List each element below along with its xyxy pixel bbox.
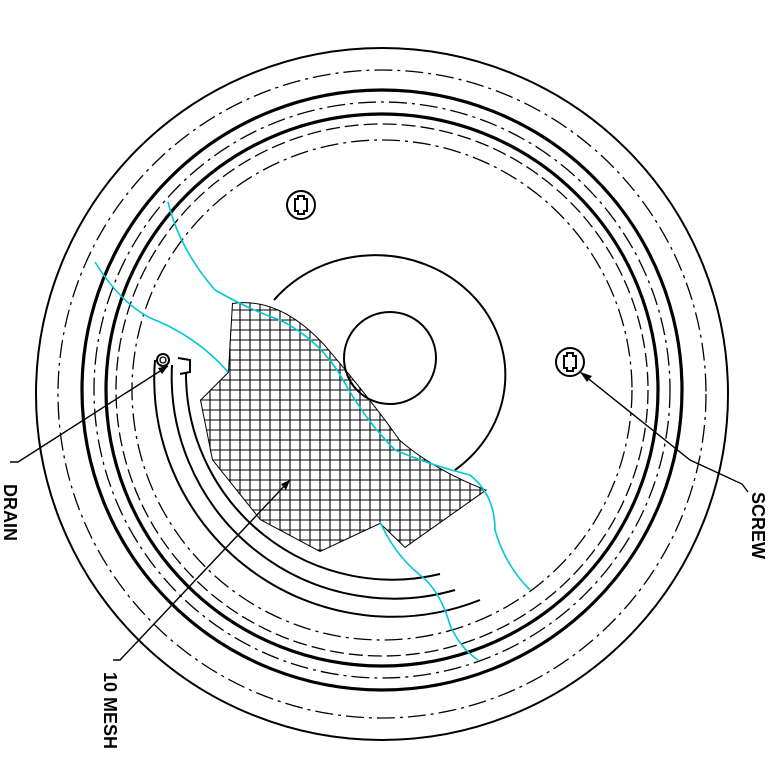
- drain-plug-inner: [159, 356, 167, 364]
- mesh-leader-arrow: [281, 480, 290, 490]
- leader-lines: [10, 365, 749, 661]
- cutaway-upper-edge: [167, 201, 531, 591]
- cutaway-bottom-edge: [379, 521, 479, 661]
- screw-leader: [579, 371, 749, 493]
- mesh-border: [200, 302, 487, 552]
- cutaway-break-lines: [94, 201, 531, 661]
- flange-dashdot-circle: [93, 101, 671, 679]
- outer-rim-circle: [35, 47, 729, 741]
- cutaway-lower-edge: [94, 261, 229, 373]
- screw-right-head: [555, 347, 585, 377]
- basket-inner-rings: [153, 359, 481, 618]
- basket-ring-3: [184, 371, 441, 581]
- cross-icon: [563, 352, 577, 372]
- drain-leader: [10, 365, 169, 463]
- mesh-label: 10 MESH: [100, 672, 120, 749]
- drain-plug: [156, 353, 191, 375]
- screw-label: SCREW: [748, 492, 768, 559]
- screw-right: [555, 347, 585, 377]
- mesh-leader: [113, 479, 291, 661]
- screw-top-head: [286, 190, 316, 220]
- screw-top: [286, 190, 316, 220]
- flange-outer-circle: [80, 88, 684, 692]
- drain-label: DRAIN: [0, 484, 20, 541]
- basket-ring-1: [153, 359, 481, 618]
- screw-leader-arrow: [580, 372, 592, 382]
- mesh-screen: [200, 302, 487, 552]
- drain-plug-outer: [156, 353, 170, 367]
- center-hub: [273, 254, 507, 471]
- cross-icon: [294, 195, 308, 215]
- basket-rim-circle: [104, 112, 660, 668]
- cover-dashdot-circle: [131, 139, 633, 641]
- outer-rim-inner-circle: [57, 69, 707, 719]
- basket-dashed-circle: [115, 123, 649, 657]
- drain-tab: [177, 357, 191, 375]
- hub-outer-arc: [273, 254, 507, 471]
- basket-ring-2: [170, 364, 456, 600]
- hub-inner-circle: [343, 311, 437, 405]
- drain-leader-arrow: [158, 366, 168, 374]
- outer-rims: [35, 47, 729, 741]
